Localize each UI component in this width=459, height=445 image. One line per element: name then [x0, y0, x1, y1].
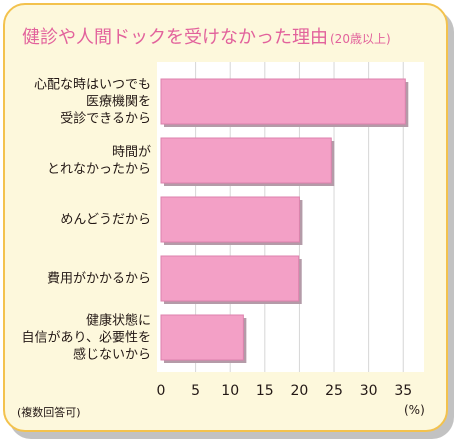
- category-label: 時間が とれなかったから: [46, 144, 151, 177]
- category-label: 心配な時はいつでも 医療機関を 受診できるから: [33, 77, 151, 126]
- x-tick-label: 35: [394, 383, 412, 399]
- bar: [160, 196, 300, 243]
- x-tick-label: 15: [256, 383, 274, 399]
- x-tick-label: 30: [360, 383, 378, 399]
- x-tick-label: 25: [325, 383, 343, 399]
- x-tick-label: 5: [191, 383, 200, 399]
- category-label: めんどうだから: [60, 212, 151, 227]
- x-axis-unit-label: (%): [404, 403, 425, 417]
- chart-subtitle: (20歳以上): [330, 32, 391, 46]
- category-label: 健康状態に 自信があり、必要性を 感じないから: [21, 313, 151, 362]
- multiple-answers-note: (複数回答可): [17, 406, 81, 419]
- x-tick-label: 20: [291, 383, 309, 399]
- bar: [160, 314, 244, 361]
- bar: [160, 137, 332, 184]
- x-tick-label: 0: [157, 383, 166, 399]
- chart-title: 健診や人間ドックを受けなかった理由 (20歳以上): [22, 27, 391, 50]
- bar: [160, 255, 300, 302]
- category-label: 費用がかかるから: [46, 271, 151, 286]
- x-tick-label: 10: [221, 383, 239, 399]
- chart-title-text: 健診や人間ドックを受けなかった理由: [22, 27, 328, 48]
- bar: [160, 78, 406, 125]
